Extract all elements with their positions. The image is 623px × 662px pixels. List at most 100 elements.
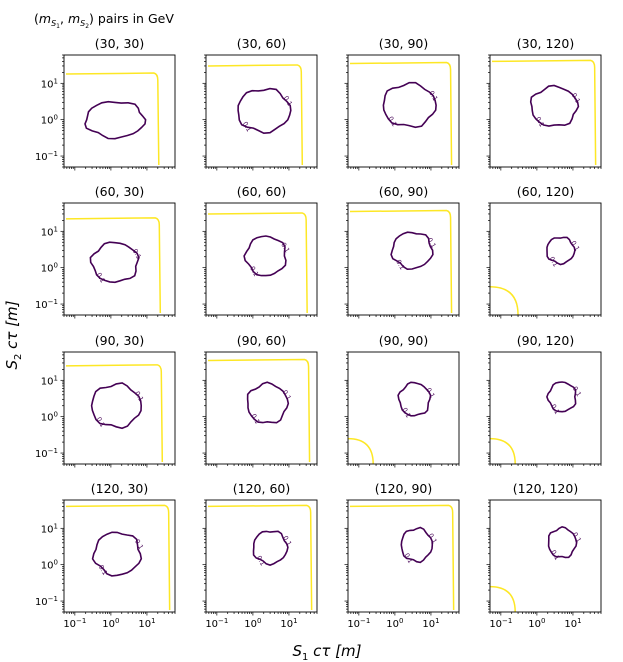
y-tick-label: 101 <box>41 225 58 238</box>
panel-title: (60, 30) <box>95 184 145 199</box>
inner-contour-line <box>246 381 290 424</box>
panel-9: (90, 60) 0.1 0.1 <box>202 333 318 468</box>
panel-title: (120, 120) <box>513 481 578 496</box>
panel-title: (90, 90) <box>379 333 429 348</box>
panel-0: (30, 30) 10−1 100 101 <box>35 36 176 171</box>
x-tick-label: 10−1 <box>347 617 370 630</box>
inner-contour-line <box>91 531 143 577</box>
inner-contour-line <box>397 381 432 417</box>
contour-label: 0.1 <box>549 549 561 562</box>
outer-contour-line <box>349 504 455 611</box>
panel-title: (30, 120) <box>517 36 574 51</box>
outer-contour-line <box>65 364 164 463</box>
contour-label: 0.1 <box>281 389 293 402</box>
contour-label: 0.1 <box>549 403 561 416</box>
x-tick-label: 101 <box>138 617 155 630</box>
contour-label: 0.1 <box>569 239 581 252</box>
panel-7: (60, 120) 0.1 0.1 <box>486 184 602 319</box>
contour-label: 0.1 <box>279 241 291 254</box>
panel-frame <box>347 351 460 465</box>
contour-label: 0.1 <box>571 385 583 398</box>
inner-contour-line <box>243 235 287 277</box>
y-tick-label: 10−1 <box>35 150 58 163</box>
panel-title: (90, 60) <box>237 333 287 348</box>
panel-frame <box>205 499 318 613</box>
outer-contour-line <box>65 504 171 611</box>
inner-contour-line <box>390 231 434 271</box>
panel-frame <box>205 202 318 316</box>
panel-frame <box>63 499 176 613</box>
contour-label: 0.1 <box>95 271 107 284</box>
y-tick-label: 100 <box>41 262 58 275</box>
panel-title: (90, 30) <box>95 333 145 348</box>
inner-contour-line <box>547 525 578 559</box>
panel-title: (30, 30) <box>95 36 145 51</box>
contour-label: 0.1 <box>426 532 438 545</box>
outer-contour-line <box>207 212 308 314</box>
contour-label: 0.1 <box>402 552 414 565</box>
panel-frame <box>489 499 602 613</box>
panel-frame <box>63 351 176 465</box>
panel-4: (60, 30) 0.1 0.1 10−1 100 101 <box>35 184 176 319</box>
panel-frame <box>489 202 602 316</box>
contour-label: 0.1 <box>133 538 145 551</box>
contour-label: 0.1 <box>249 412 261 425</box>
y-tick-label: 10−1 <box>35 595 58 608</box>
outer-contour-line <box>489 585 516 613</box>
x-tick-label: 100 <box>244 617 261 630</box>
contour-label: 0.1 <box>281 534 293 547</box>
contour-label: 0.1 <box>548 255 560 268</box>
y-tick-label: 101 <box>41 77 58 90</box>
contour-label: 0.1 <box>400 406 412 419</box>
outer-contour-line <box>207 358 311 463</box>
contour-label: 0.1 <box>133 390 145 403</box>
panel-title: (60, 60) <box>237 184 287 199</box>
panel-10: (90, 90) 0.1 0.1 <box>344 333 460 468</box>
inner-contour-line <box>84 100 147 140</box>
inner-contour-line <box>90 382 143 430</box>
contour-label: 0.1 <box>282 95 294 108</box>
panel-title: (60, 90) <box>379 184 429 199</box>
outer-contour-line <box>349 209 453 314</box>
panel-title: (120, 30) <box>91 481 148 496</box>
x-tick-label: 100 <box>386 617 403 630</box>
outer-contour-line <box>349 61 453 166</box>
panel-title: (120, 90) <box>375 481 432 496</box>
outer-contour-line <box>489 285 519 316</box>
x-tick-label: 10−1 <box>205 617 228 630</box>
outer-contour-line <box>207 64 304 166</box>
x-tick-label: 10−1 <box>63 617 86 630</box>
x-axis-label: S1 cτ [m] <box>292 642 361 662</box>
outer-contour-line <box>347 437 374 465</box>
contour-label: 0.1 <box>427 89 439 102</box>
outer-contour-line <box>491 59 597 166</box>
panel-title: (90, 120) <box>517 333 574 348</box>
contour-label: 0.1 <box>570 92 582 105</box>
panel-frame <box>347 499 460 613</box>
panel-13: (120, 60) 0.1 0.1 10−1 100 101 <box>202 481 318 630</box>
outer-contour-line <box>489 437 516 465</box>
y-tick-label: 101 <box>41 374 58 387</box>
panel-11: (90, 120) 0.1 0.1 <box>486 333 602 468</box>
contour-label: 0.1 <box>425 236 437 249</box>
panel-15: (120, 120) 0.1 0.1 10−1 100 101 <box>486 481 602 630</box>
y-tick-label: 100 <box>41 559 58 572</box>
panel-frame <box>347 202 460 316</box>
panel-8: (90, 30) 0.1 0.1 10−1 100 101 <box>35 333 176 468</box>
x-tick-label: 101 <box>280 617 297 630</box>
contour-label: 0.1 <box>571 531 583 544</box>
panel-title: (60, 120) <box>517 184 574 199</box>
inner-contour-line <box>400 526 434 564</box>
inner-contour-line <box>546 236 576 266</box>
panel-title: (30, 90) <box>379 36 429 51</box>
y-tick-label: 10−1 <box>35 298 58 311</box>
panel-frame <box>347 54 460 168</box>
figure-header: (mS1, mS2) pairs in GeV <box>34 11 174 30</box>
contour-label: 0.1 <box>95 416 107 429</box>
panel-title: (120, 60) <box>233 481 290 496</box>
outer-contour-line <box>207 504 313 611</box>
panel-1: (30, 60) 0.1 0.1 <box>202 36 318 171</box>
panel-frame <box>205 351 318 465</box>
contour-label: 0.1 <box>386 115 398 128</box>
